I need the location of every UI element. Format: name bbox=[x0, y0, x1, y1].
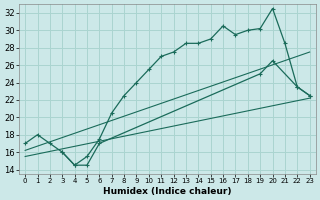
X-axis label: Humidex (Indice chaleur): Humidex (Indice chaleur) bbox=[103, 187, 232, 196]
